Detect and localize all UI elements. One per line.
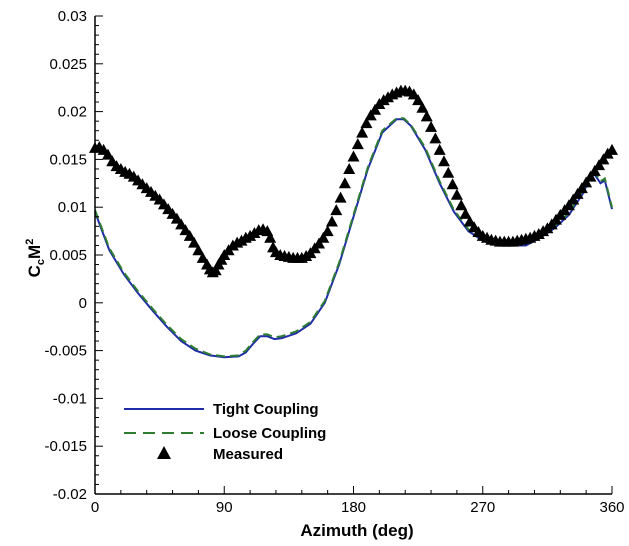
- measured-point: [584, 170, 597, 182]
- measured-point: [317, 231, 330, 243]
- measured-point: [351, 138, 364, 150]
- x-tick-label: 0: [91, 499, 99, 516]
- y-tick-label: 0.025: [49, 56, 87, 73]
- legend-marker-measured: [157, 446, 171, 459]
- y-tick-label: -0.02: [53, 486, 87, 503]
- measured-point: [450, 188, 463, 200]
- legend-label-loose-coupling: Loose Coupling: [213, 425, 326, 442]
- measured-point: [209, 264, 222, 276]
- measured-point: [188, 236, 201, 248]
- x-tick-label: 180: [341, 499, 366, 516]
- measured-point: [313, 237, 326, 249]
- measured-point: [446, 178, 459, 190]
- measured-point: [593, 159, 606, 171]
- measured-point: [356, 126, 369, 138]
- measured-point: [416, 101, 429, 113]
- measured-point: [192, 244, 205, 256]
- axes: [94, 15, 613, 495]
- x-axis-title: Azimuth (deg): [300, 521, 413, 540]
- measured-point: [196, 251, 209, 263]
- x-tick-label: 90: [216, 499, 233, 516]
- plot-series: [89, 84, 618, 359]
- y-axis-title-sub: c: [35, 259, 47, 265]
- measured-point: [343, 162, 356, 174]
- measured-point: [334, 191, 347, 203]
- y-tick-label: -0.01: [53, 390, 87, 407]
- legend-label-measured: Measured: [213, 446, 283, 463]
- measured-point: [360, 117, 373, 129]
- measured-point: [567, 193, 580, 205]
- measured-point: [369, 103, 382, 115]
- measured-point: [347, 150, 360, 162]
- y-axis-title-sup: 2: [24, 239, 36, 245]
- series-measured: [89, 84, 618, 278]
- y-tick-label: 0.01: [58, 199, 87, 216]
- legend: Tight Coupling Loose Coupling Measured: [124, 401, 326, 463]
- measured-point: [597, 153, 610, 165]
- measured-point: [101, 148, 114, 160]
- measured-point: [433, 143, 446, 155]
- measured-point: [588, 164, 601, 176]
- measured-point: [455, 199, 468, 211]
- y-tick-label: 0.005: [49, 247, 87, 264]
- measured-point: [338, 177, 351, 189]
- measured-point: [575, 182, 588, 194]
- measured-point: [580, 176, 593, 188]
- measured-point: [437, 155, 450, 167]
- measured-point: [325, 215, 338, 227]
- measured-point: [264, 231, 277, 243]
- measured-point: [183, 229, 196, 241]
- measured-point: [425, 120, 438, 132]
- tick-labels: 0 90 180 270 360 -0.02 -0.015 -0.01 -0.005 0 0.005…: [44, 8, 624, 516]
- measured-point: [429, 132, 442, 144]
- y-axis-title-mid: M: [25, 245, 44, 259]
- measured-point: [364, 109, 377, 121]
- y-tick-label: 0: [79, 295, 87, 312]
- measured-point: [459, 207, 472, 219]
- y-tick-label: -0.015: [44, 438, 87, 455]
- measured-point: [321, 225, 334, 237]
- measured-point: [571, 187, 584, 199]
- x-tick-label: 360: [599, 499, 624, 516]
- y-tick-label: -0.005: [44, 343, 87, 360]
- y-tick-label: 0.03: [58, 8, 87, 25]
- measured-point: [442, 166, 455, 178]
- y-axis-title: CcM2: [24, 239, 47, 278]
- measured-point: [420, 110, 433, 122]
- measured-point: [562, 199, 575, 211]
- x-tick-label: 270: [470, 499, 495, 516]
- legend-label-tight-coupling: Tight Coupling: [213, 401, 319, 418]
- y-tick-label: 0.02: [58, 104, 87, 121]
- measured-point: [412, 94, 425, 106]
- measured-point: [606, 143, 618, 155]
- measured-point: [330, 204, 343, 216]
- y-axis-title-base: C: [25, 265, 44, 277]
- y-tick-label: 0.015: [49, 151, 87, 168]
